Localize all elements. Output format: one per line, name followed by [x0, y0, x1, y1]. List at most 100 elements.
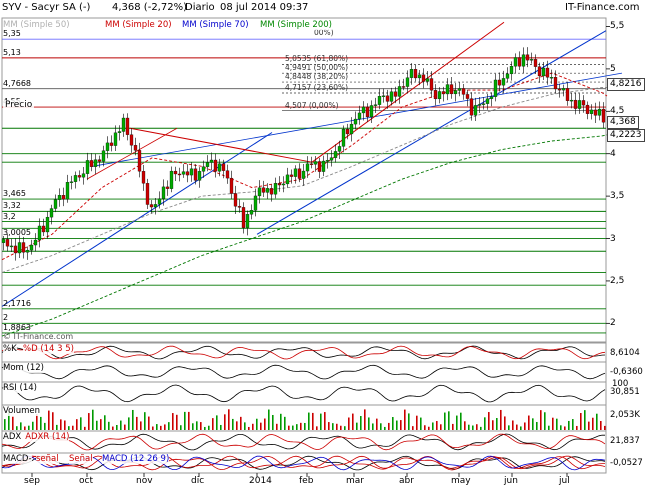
candle-body [369, 105, 374, 118]
indicator-line [1, 345, 606, 360]
volume-bar [360, 416, 362, 430]
candle-body [85, 160, 90, 174]
candle-body [521, 54, 526, 67]
candle-body [93, 159, 98, 167]
indicator-label: MACD- [3, 454, 32, 464]
candle-body [269, 188, 274, 195]
volume-bar [368, 417, 370, 430]
candle-body [213, 159, 218, 172]
candle-body [61, 195, 66, 200]
candle-body [481, 103, 486, 105]
volume-bar [536, 421, 538, 430]
volume-bar [284, 416, 286, 430]
volume-bar [488, 412, 490, 430]
candle-body [437, 91, 442, 100]
candle-body [409, 69, 414, 78]
indicator-panel-frame [1, 430, 607, 454]
candle-body [97, 159, 102, 162]
candle-body [497, 79, 502, 86]
candle-body [377, 95, 382, 105]
candle-body [193, 168, 198, 181]
fibonacci-label: 00%) [314, 28, 334, 38]
candle-body [169, 170, 174, 189]
candle-body [393, 91, 398, 97]
candle-body [389, 91, 394, 102]
candle-body [173, 170, 178, 175]
candle-body [277, 183, 282, 186]
volume-bar [424, 425, 426, 430]
volume-bar [152, 426, 154, 430]
indicator-panel-frame [1, 361, 607, 383]
volume-bar [4, 419, 6, 430]
candle-body [157, 198, 162, 205]
volume-bar [500, 409, 502, 430]
volume-bar [88, 413, 90, 430]
volume-bar [496, 418, 498, 430]
candle-body [253, 195, 258, 211]
x-tick-label: feb [299, 476, 314, 486]
candle-body [125, 117, 130, 135]
header-symbol: SYV - Sacyr SA (-) [2, 2, 91, 13]
candle-body [329, 157, 334, 161]
candle-body [153, 204, 158, 208]
volume-bar [276, 423, 278, 430]
candle-body [565, 88, 570, 101]
trendline [129, 127, 313, 163]
indicator-panel-frame [1, 381, 607, 406]
level-label: 5,13 [3, 47, 21, 57]
indicator-line [1, 455, 606, 471]
volume-bar [52, 412, 54, 430]
level-label: 5,35 [3, 29, 21, 39]
volume-bar [212, 418, 214, 430]
candle-body [505, 73, 510, 79]
volume-bar [420, 417, 422, 430]
level-label: 3,465 [3, 189, 26, 199]
volume-bar [308, 412, 310, 430]
volume-bar [272, 414, 274, 430]
x-tick-label: abr [399, 476, 414, 486]
candle-body [89, 160, 94, 167]
volume-bar [332, 423, 334, 430]
x-tick-label: jun [504, 476, 518, 486]
candle-body [229, 177, 234, 194]
volume-bar [392, 417, 394, 430]
volume-bar [172, 413, 174, 430]
candle-body [349, 123, 354, 135]
volume-bar [540, 410, 542, 430]
volume-bar [248, 426, 250, 430]
volume-bar [580, 413, 582, 430]
x-tick-label: oct [79, 476, 93, 486]
fibonacci-label: 4,9491 (50,00%) [285, 63, 349, 73]
legend-item: MM (Simple 20) [105, 20, 172, 30]
candle-body [113, 132, 118, 146]
indicator-line [1, 345, 606, 360]
y-tick-label: 4 [610, 148, 616, 159]
volume-bar [472, 425, 474, 430]
candle-body [385, 95, 390, 102]
volume-bar [56, 424, 58, 430]
level-label: 4,7668 [3, 78, 31, 88]
candle-body [189, 168, 194, 176]
candle-body [429, 78, 434, 91]
candle-body [549, 77, 554, 79]
candle-body [581, 100, 586, 106]
volume-bar [8, 410, 10, 430]
volume-bar [524, 422, 526, 430]
volume-bar [520, 426, 522, 430]
volume-bar [376, 418, 378, 430]
candle-body [469, 98, 474, 116]
volume-bar [300, 422, 302, 430]
volume-bar [380, 423, 382, 430]
volume-bar [512, 420, 514, 430]
candle-body [509, 66, 514, 75]
volume-bar [504, 416, 506, 430]
volume-bar [448, 411, 450, 430]
volume-bar [428, 426, 430, 430]
indicator-line [1, 455, 606, 471]
volume-bar [384, 426, 386, 430]
candle-body [5, 239, 10, 247]
volume-bar [316, 426, 318, 430]
candle-body [321, 160, 326, 172]
candle-body [405, 77, 410, 87]
volume-bar [456, 415, 458, 430]
